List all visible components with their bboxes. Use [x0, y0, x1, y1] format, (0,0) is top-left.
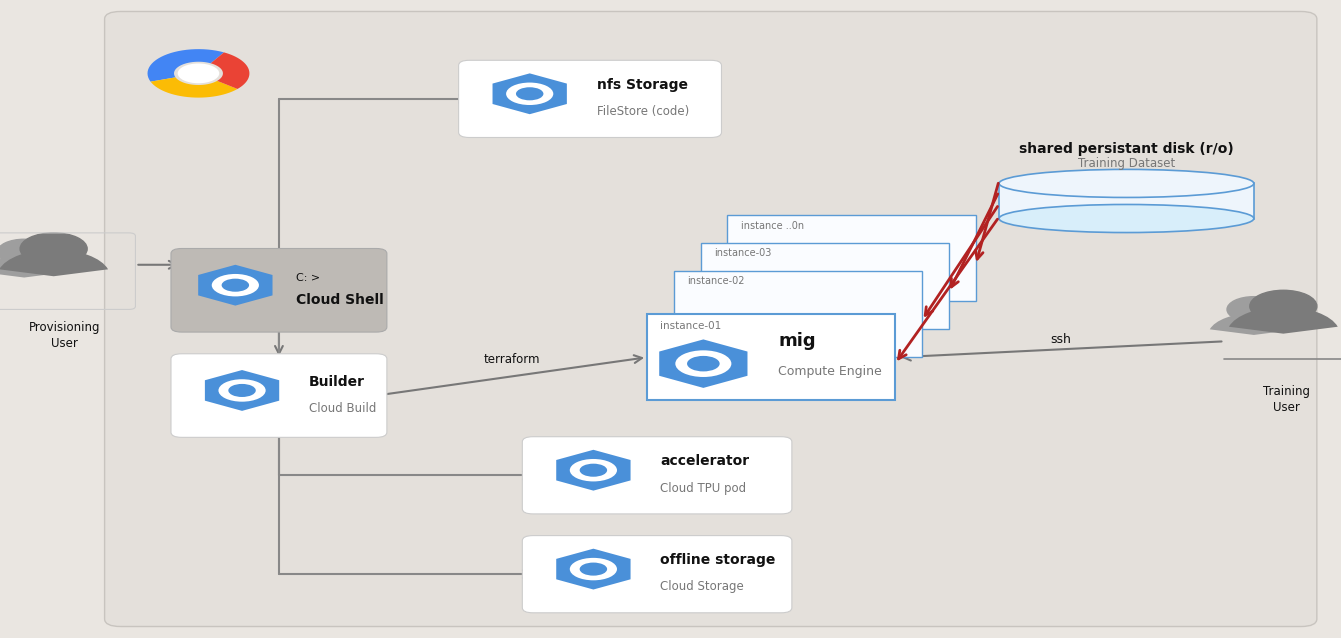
Polygon shape [205, 370, 279, 411]
Text: Compute Engine: Compute Engine [778, 365, 882, 378]
Circle shape [20, 233, 87, 265]
Circle shape [177, 63, 220, 84]
Text: instance-03: instance-03 [713, 248, 771, 258]
Text: Provisioning
User: Provisioning User [28, 321, 101, 350]
FancyBboxPatch shape [105, 11, 1317, 627]
Polygon shape [211, 52, 249, 89]
Circle shape [570, 459, 617, 482]
Ellipse shape [999, 170, 1254, 198]
FancyBboxPatch shape [727, 216, 976, 302]
Text: ssh: ssh [1050, 333, 1071, 346]
Polygon shape [557, 549, 630, 590]
Text: instance ..0n: instance ..0n [740, 221, 805, 230]
Bar [999, 183, 1254, 218]
Text: terraform: terraform [483, 353, 540, 366]
FancyBboxPatch shape [522, 436, 791, 514]
Text: accelerator: accelerator [660, 454, 750, 468]
FancyBboxPatch shape [172, 353, 386, 438]
Polygon shape [148, 49, 224, 82]
Polygon shape [150, 77, 237, 98]
Wedge shape [0, 249, 109, 276]
Text: Cloud TPU pod: Cloud TPU pod [660, 482, 747, 494]
Circle shape [676, 350, 731, 377]
Wedge shape [1210, 313, 1298, 335]
Wedge shape [1228, 307, 1338, 334]
Circle shape [228, 384, 256, 397]
FancyBboxPatch shape [459, 61, 721, 138]
Text: Training Dataset: Training Dataset [1078, 156, 1175, 170]
FancyBboxPatch shape [522, 536, 791, 612]
Text: instance-02: instance-02 [687, 276, 744, 286]
Text: offline storage: offline storage [660, 553, 776, 567]
Circle shape [516, 87, 543, 100]
Text: Cloud Build: Cloud Build [308, 402, 377, 415]
Circle shape [579, 563, 607, 575]
FancyBboxPatch shape [700, 243, 949, 329]
Text: Cloud Shell: Cloud Shell [296, 293, 384, 307]
Circle shape [570, 558, 617, 581]
Polygon shape [198, 265, 272, 306]
FancyBboxPatch shape [646, 314, 894, 401]
Text: nfs Storage: nfs Storage [597, 78, 688, 92]
Ellipse shape [999, 204, 1254, 232]
Circle shape [1227, 297, 1281, 322]
Circle shape [506, 82, 554, 105]
Text: FileStore (code): FileStore (code) [597, 105, 689, 118]
Circle shape [579, 464, 607, 477]
Text: Training
User: Training User [1262, 385, 1310, 413]
Circle shape [1250, 290, 1317, 322]
Polygon shape [492, 73, 567, 114]
FancyBboxPatch shape [172, 248, 386, 332]
Circle shape [687, 356, 720, 371]
Circle shape [221, 279, 249, 292]
Polygon shape [557, 450, 630, 491]
FancyBboxPatch shape [673, 271, 923, 357]
Wedge shape [0, 256, 68, 278]
Text: mig: mig [778, 332, 817, 350]
Text: Builder: Builder [308, 375, 365, 389]
Text: shared persistant disk (r/o): shared persistant disk (r/o) [1019, 142, 1234, 156]
Text: C: >: C: > [296, 272, 319, 283]
Circle shape [219, 379, 266, 402]
Circle shape [0, 239, 51, 265]
Circle shape [212, 274, 259, 297]
Text: Cloud Storage: Cloud Storage [660, 581, 744, 593]
Text: instance-01: instance-01 [660, 321, 721, 330]
Polygon shape [660, 339, 747, 388]
